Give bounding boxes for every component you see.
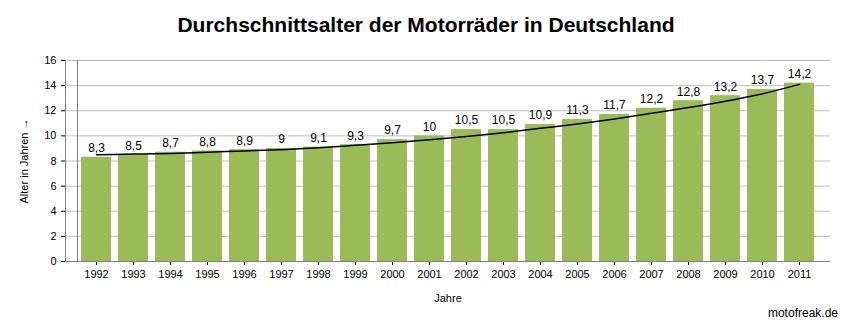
svg-text:1997: 1997 xyxy=(269,268,293,280)
svg-text:10: 10 xyxy=(423,120,437,134)
svg-text:1993: 1993 xyxy=(121,268,145,280)
svg-text:1998: 1998 xyxy=(306,268,330,280)
svg-text:12,2: 12,2 xyxy=(640,92,664,106)
svg-text:14,2: 14,2 xyxy=(788,67,812,81)
svg-text:2008: 2008 xyxy=(676,268,700,280)
svg-text:10,5: 10,5 xyxy=(492,113,516,127)
svg-text:8,8: 8,8 xyxy=(199,135,216,149)
svg-text:4: 4 xyxy=(50,205,56,217)
svg-text:1996: 1996 xyxy=(232,268,256,280)
svg-text:2001: 2001 xyxy=(417,268,441,280)
svg-text:13,7: 13,7 xyxy=(751,73,775,87)
svg-text:1994: 1994 xyxy=(158,268,182,280)
svg-text:1992: 1992 xyxy=(84,268,108,280)
svg-text:8: 8 xyxy=(50,155,56,167)
svg-text:2005: 2005 xyxy=(565,268,589,280)
svg-text:2006: 2006 xyxy=(602,268,626,280)
svg-text:2: 2 xyxy=(50,230,56,242)
svg-text:Jahre: Jahre xyxy=(434,292,462,304)
svg-text:8,7: 8,7 xyxy=(162,136,179,150)
svg-text:10,9: 10,9 xyxy=(529,108,553,122)
svg-text:12,8: 12,8 xyxy=(677,85,701,99)
svg-text:9: 9 xyxy=(278,132,285,146)
svg-text:10: 10 xyxy=(44,129,56,141)
svg-text:1999: 1999 xyxy=(343,268,367,280)
svg-text:11,7: 11,7 xyxy=(603,98,626,112)
svg-text:10,5: 10,5 xyxy=(455,113,479,127)
svg-text:2003: 2003 xyxy=(491,268,515,280)
svg-text:9,7: 9,7 xyxy=(384,123,401,137)
svg-text:8,5: 8,5 xyxy=(125,139,142,153)
svg-text:16: 16 xyxy=(44,54,56,66)
svg-text:13,2: 13,2 xyxy=(714,80,738,94)
svg-text:9,1: 9,1 xyxy=(310,131,327,145)
svg-text:2010: 2010 xyxy=(750,268,774,280)
svg-text:6: 6 xyxy=(50,180,56,192)
svg-text:2000: 2000 xyxy=(380,268,404,280)
svg-text:12: 12 xyxy=(44,104,56,116)
svg-text:1995: 1995 xyxy=(195,268,219,280)
svg-text:8,9: 8,9 xyxy=(236,134,253,148)
svg-text:14: 14 xyxy=(44,79,56,91)
svg-text:0: 0 xyxy=(50,255,56,267)
svg-text:2011: 2011 xyxy=(788,268,812,280)
svg-text:9,3: 9,3 xyxy=(347,129,364,143)
svg-text:Alter in Jahren →: Alter in Jahren → xyxy=(18,119,30,204)
svg-text:2009: 2009 xyxy=(713,268,737,280)
svg-text:11,3: 11,3 xyxy=(566,103,589,117)
html-text:motofreak.de: motofreak.de xyxy=(768,306,838,320)
svg-text:2004: 2004 xyxy=(528,268,552,280)
html-text:Durchschnittsalter der Motorrä: Durchschnittsalter der Motorräder in Deu… xyxy=(177,13,675,36)
svg-text:2007: 2007 xyxy=(639,268,663,280)
svg-text:2002: 2002 xyxy=(454,268,478,280)
svg-text:8,3: 8,3 xyxy=(88,141,105,155)
